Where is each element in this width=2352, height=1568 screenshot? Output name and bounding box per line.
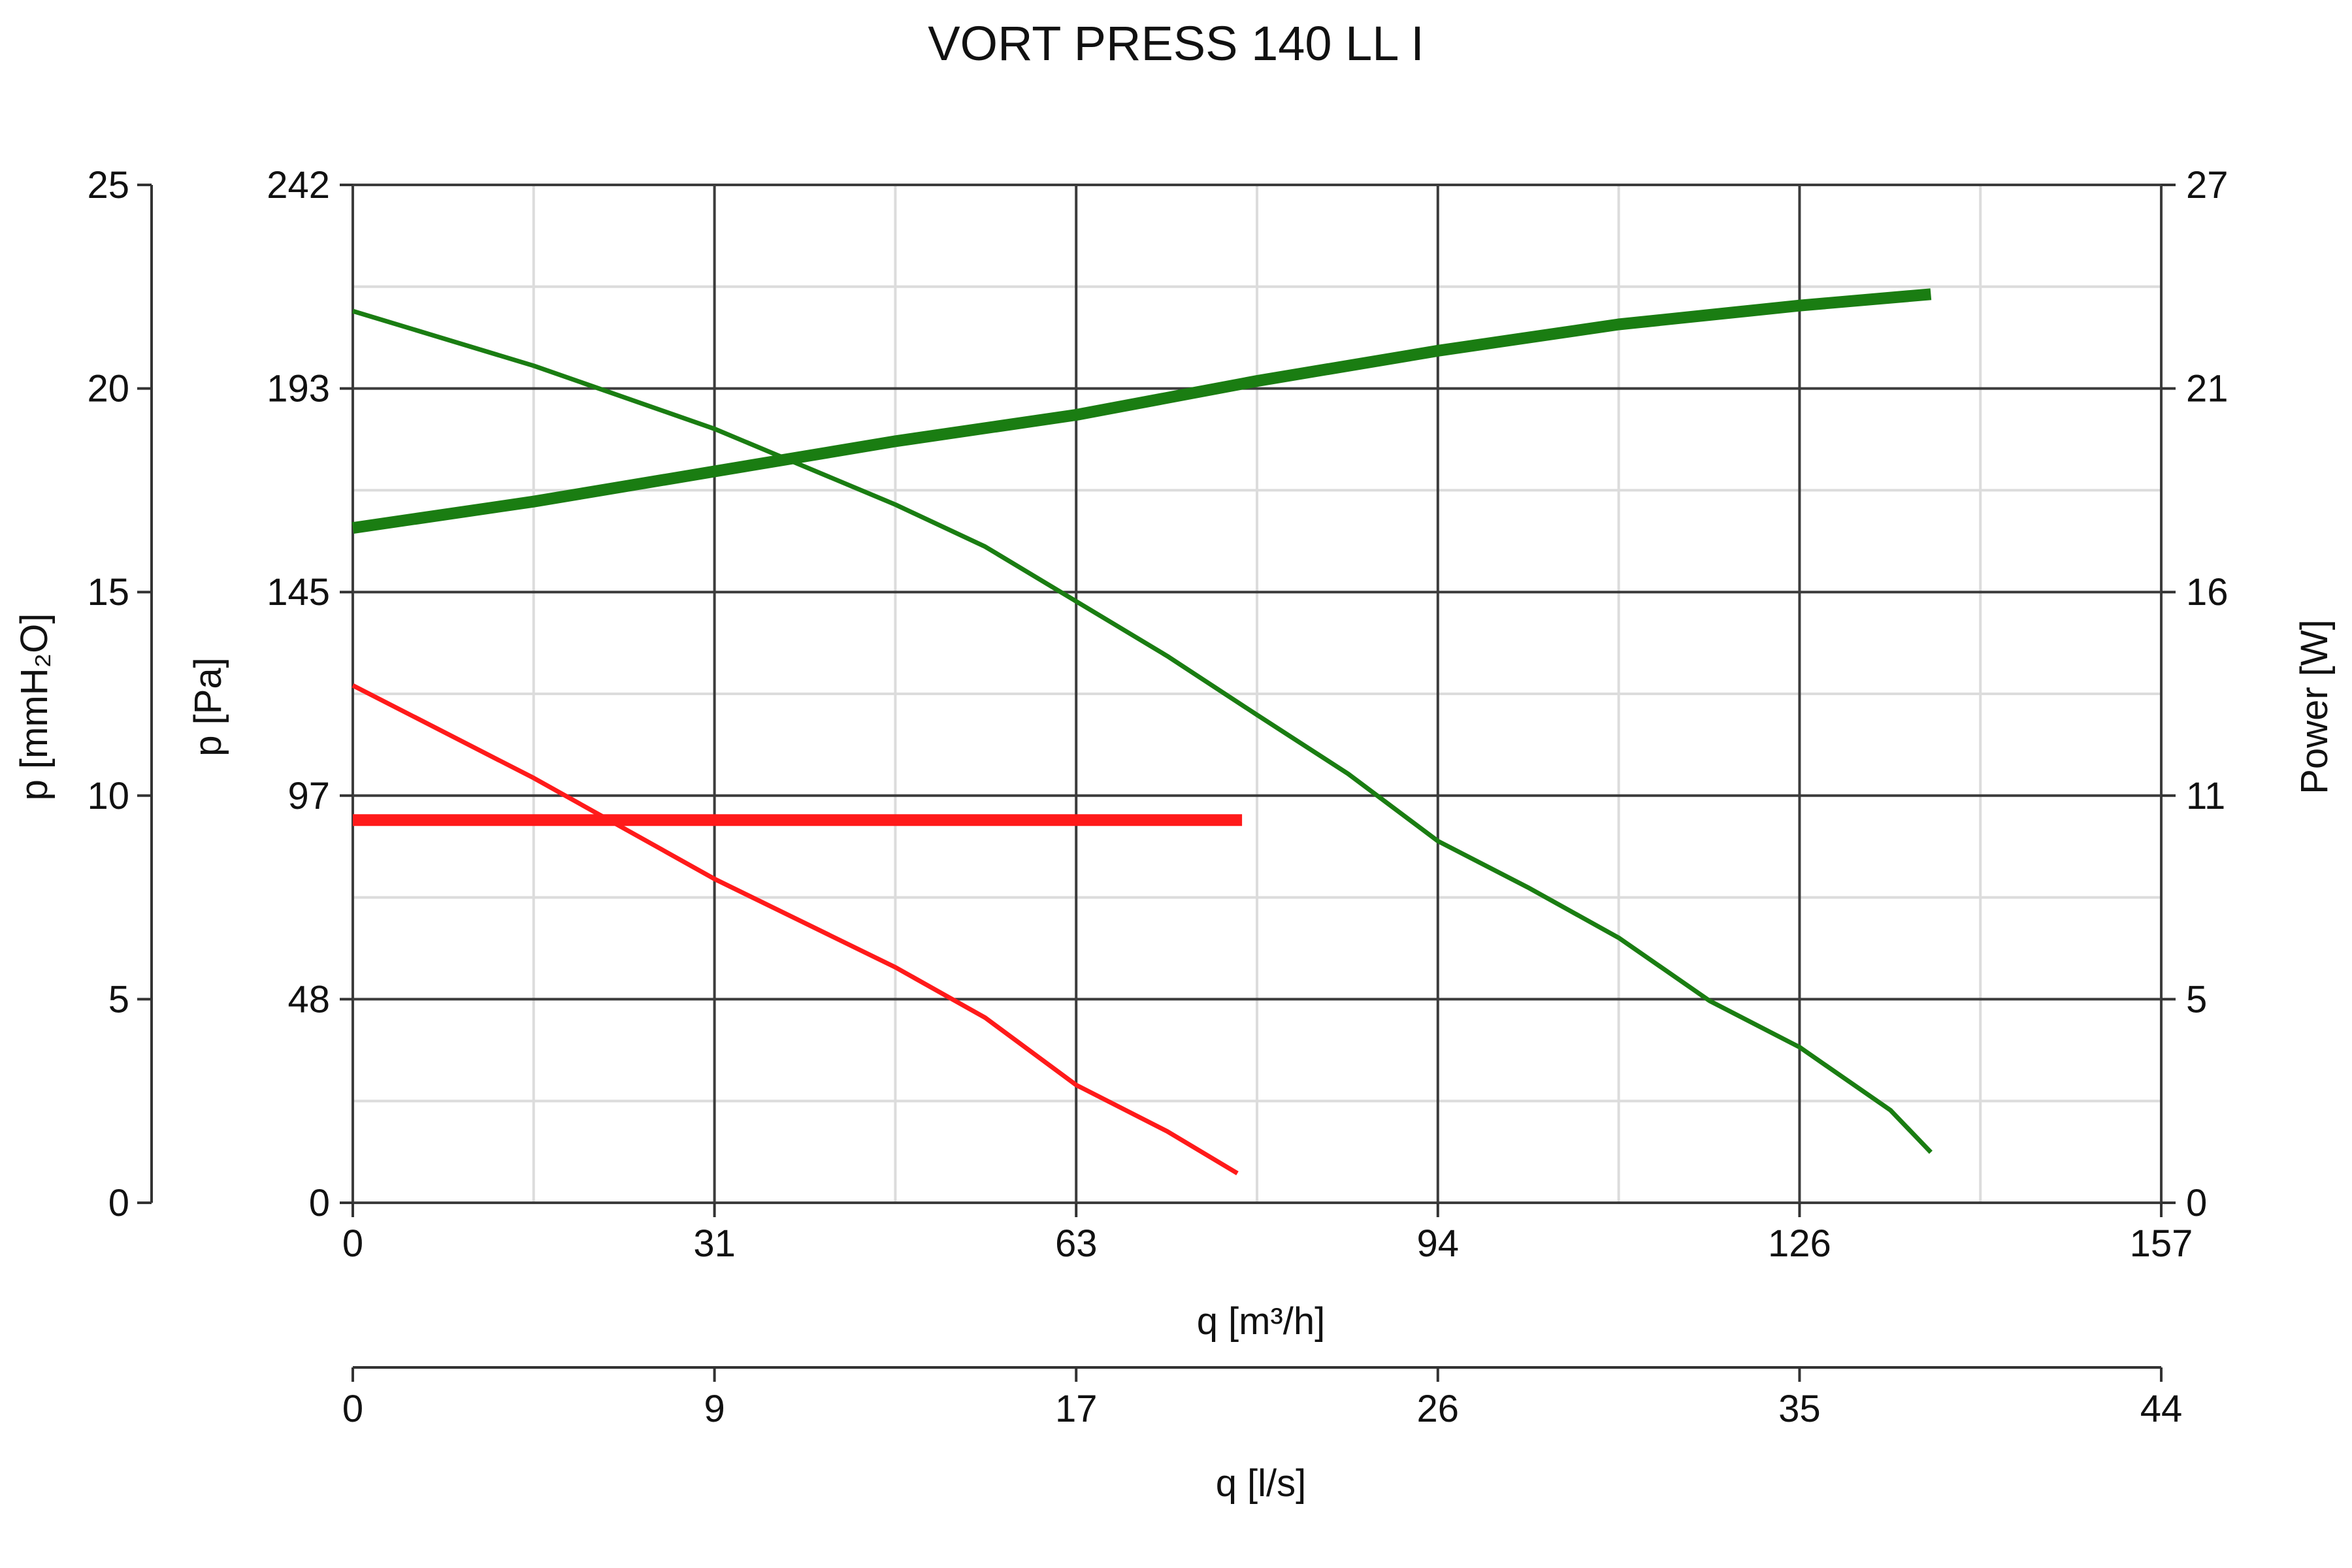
tick-label-pa: 145 <box>267 571 330 613</box>
tick-label-mmh2o: 10 <box>87 775 129 817</box>
tick-label-pa: 48 <box>287 978 330 1021</box>
tick-label-mmh2o: 5 <box>108 978 129 1021</box>
series-line-3 <box>351 683 1239 1175</box>
y-axis-label-power: Power [W] <box>2293 619 2336 794</box>
y-axis-label-mmh2o: p [mmH₂O] <box>13 613 56 801</box>
tick-label-ls: 9 <box>704 1388 725 1430</box>
tick-label-mmh2o: 20 <box>87 368 129 410</box>
series-line-2 <box>351 288 1932 534</box>
tick-label-mmh2o: 0 <box>108 1182 129 1224</box>
minor-grid <box>353 185 2161 1203</box>
tick-label-mmh2o: 15 <box>87 571 129 613</box>
y-axis-label-pa: p [Pa] <box>187 657 229 757</box>
tick-label-m3h: 31 <box>693 1222 736 1265</box>
left-pa-axis: 0 48 97 145 193 242 <box>267 164 353 1224</box>
bottom-m3h-axis: 0 31 63 94 126 157 <box>342 1203 2193 1265</box>
tick-label-power: 16 <box>2186 571 2229 613</box>
plot-frame <box>351 184 2163 1204</box>
series-layer <box>351 288 1933 1175</box>
tick-label-m3h: 126 <box>1768 1222 1831 1265</box>
tick-label-pa: 97 <box>287 775 330 817</box>
tick-label-pa: 242 <box>267 164 330 206</box>
tick-label-pa: 193 <box>267 368 330 410</box>
tick-label-power: 27 <box>2186 164 2229 206</box>
tick-label-ls: 44 <box>2140 1388 2183 1430</box>
x-axis-label-ls: q [l/s] <box>1216 1462 1307 1505</box>
tick-label-m3h: 63 <box>1055 1222 1098 1265</box>
bottom-ls-axis: 0 9 17 26 35 44 <box>342 1366 2183 1430</box>
x-axis-label-m3h: q [m³/h] <box>1197 1300 1326 1343</box>
tick-label-ls: 17 <box>1055 1388 1098 1430</box>
tick-label-m3h: 0 <box>342 1222 363 1265</box>
tick-label-pa: 0 <box>309 1182 330 1224</box>
tick-label-power: 21 <box>2186 368 2229 410</box>
tick-label-ls: 0 <box>342 1388 363 1430</box>
series-line-1 <box>351 308 1933 1154</box>
right-power-axis: 0 5 11 16 21 27 <box>2161 164 2229 1224</box>
plot-border <box>351 184 2163 1204</box>
chart-title: VORT PRESS 140 LL I <box>928 16 1424 71</box>
tick-label-ls: 26 <box>1417 1388 1460 1430</box>
tick-label-m3h: 94 <box>1417 1222 1460 1265</box>
tick-label-m3h: 157 <box>2130 1222 2193 1265</box>
tick-label-ls: 35 <box>1778 1388 1821 1430</box>
tick-label-power: 11 <box>2186 775 2225 817</box>
left-mmh2o-axis: 0 5 10 15 20 25 <box>87 164 153 1224</box>
tick-label-mmh2o: 25 <box>87 164 129 206</box>
tick-label-power: 0 <box>2186 1182 2207 1224</box>
major-grid <box>353 185 2161 1203</box>
tick-label-power: 5 <box>2186 978 2207 1021</box>
